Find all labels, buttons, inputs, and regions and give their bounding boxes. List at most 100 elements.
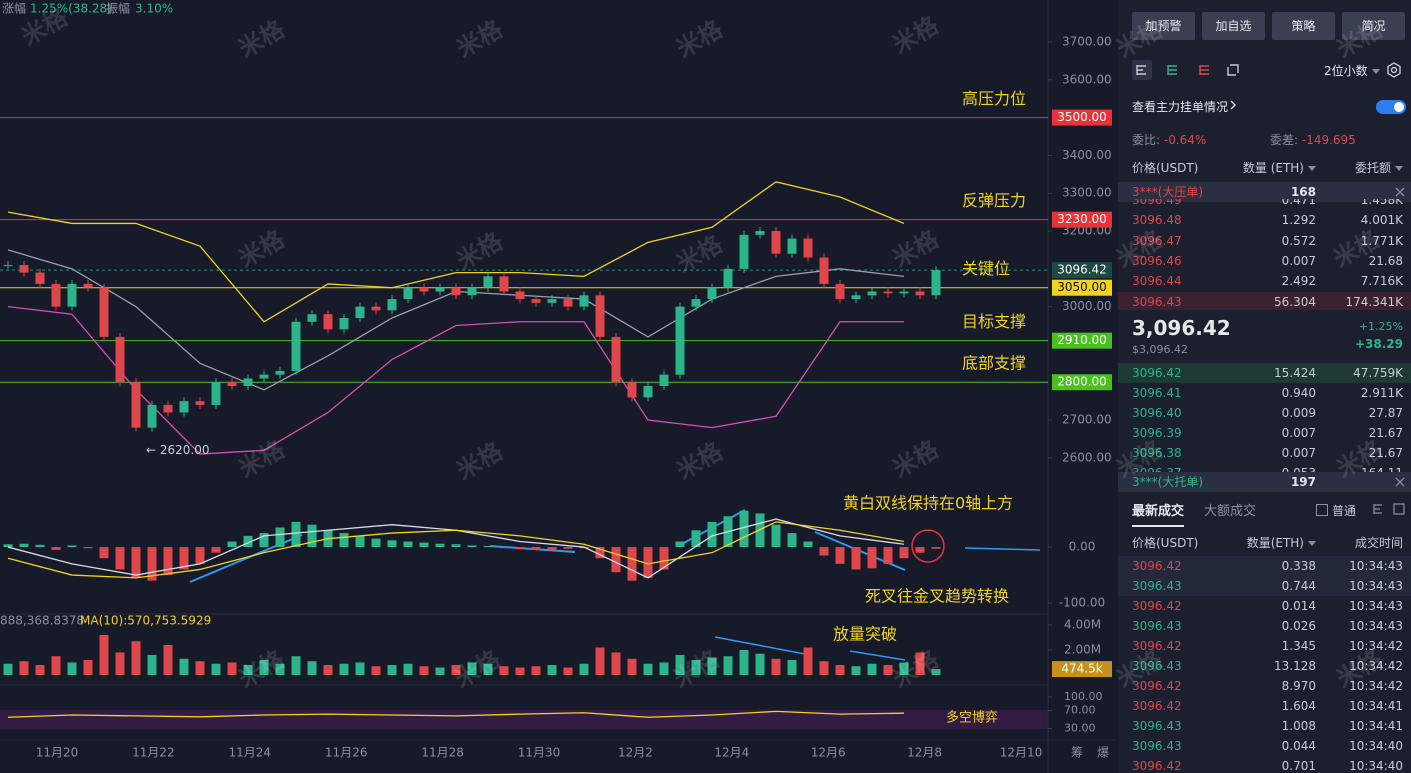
- cell: 0.026: [1281, 619, 1316, 633]
- volume-bar: [371, 666, 381, 675]
- candle: [131, 382, 141, 428]
- x-tick-label: 12月8: [907, 746, 942, 760]
- y-tick-label: -100.00: [1059, 596, 1105, 610]
- button[interactable]: 加自选: [1202, 12, 1265, 40]
- volume-bar: [115, 652, 125, 675]
- header-cell[interactable]: 委托额: [1355, 158, 1403, 178]
- cell: 10:34:40: [1349, 759, 1403, 773]
- candle: [51, 283, 61, 307]
- macd-bar: [675, 541, 685, 548]
- header-cell[interactable]: 数量 (ETH): [1243, 158, 1316, 178]
- cell: 3096.47: [1132, 233, 1182, 248]
- side-label: 筹: [1071, 746, 1083, 760]
- candle: [323, 314, 333, 330]
- main-orders-link[interactable]: 查看主力挂单情况: [1132, 98, 1238, 115]
- header-cell: 成交时间: [1354, 536, 1403, 550]
- big-bid: 3***(大托单) 197: [1118, 472, 1411, 492]
- x-tick-label: 11月20: [36, 746, 79, 760]
- cell: 3096.42: [1132, 759, 1182, 773]
- candle: [819, 257, 829, 284]
- change-abs: +38.29: [1354, 337, 1403, 351]
- cell: 1.008: [1281, 719, 1316, 733]
- volume-bar: [83, 660, 93, 675]
- volume-bar: [547, 665, 557, 675]
- annotation: 多空博弈: [946, 710, 998, 726]
- candle: [35, 272, 45, 284]
- button[interactable]: 加预警: [1132, 12, 1195, 40]
- cell: 4.001K: [1360, 213, 1403, 228]
- macd-bar: [115, 547, 125, 570]
- volume-bar: [499, 666, 509, 675]
- cell: 0.940: [1281, 386, 1316, 400]
- annotation: 死叉往金叉趋势转换: [865, 587, 1009, 606]
- volume-bar: [211, 663, 221, 675]
- y-tick-label: 3300.00: [1062, 186, 1112, 200]
- volume-bar: [931, 669, 941, 675]
- candle: [419, 287, 429, 292]
- chevron: [1230, 100, 1236, 110]
- macd-bar: [739, 510, 749, 548]
- checkbox[interactable]: [1316, 504, 1328, 516]
- cell: 3096.43: [1132, 619, 1182, 633]
- header-cell: 价格(USDT): [1132, 161, 1199, 175]
- volume-bar: [515, 667, 525, 675]
- tab[interactable]: 最新成交: [1132, 500, 1185, 527]
- price-tag-label: 3050.00: [1057, 280, 1107, 294]
- macd-bar: [163, 547, 173, 576]
- cell: 21.67: [1368, 426, 1403, 440]
- button[interactable]: 简况: [1342, 12, 1405, 40]
- macd-bar: [227, 541, 237, 548]
- volume-bar: [707, 657, 717, 675]
- volume-bar: [275, 663, 285, 675]
- cell: 3096.40: [1132, 406, 1182, 420]
- arrow: [849, 650, 906, 661]
- row: 3096.43 0.744 10:34:43: [1118, 576, 1411, 596]
- candle: [691, 299, 701, 307]
- price-tag-label: 3230.00: [1057, 212, 1107, 226]
- row: 3096.43 56.304 174.341K: [1118, 291, 1411, 310]
- cell: 1.458K: [1360, 199, 1403, 207]
- macd-dif: [7, 518, 905, 579]
- volume-bar: [387, 665, 397, 675]
- price-tag-label: 3500.00: [1057, 110, 1107, 124]
- y-tick-label: 0.00: [1069, 540, 1096, 554]
- candle: [403, 287, 413, 300]
- side-label: 爆: [1097, 746, 1109, 760]
- button[interactable]: 策略: [1272, 12, 1335, 40]
- row: 3096.41 0.940 2.911K: [1118, 383, 1411, 403]
- diff: 委差: -149.695: [1270, 131, 1356, 148]
- volume-bar: [835, 665, 845, 675]
- candle: [163, 404, 173, 413]
- decimals-select[interactable]: 2位小数: [1324, 62, 1380, 79]
- volume-bar: [403, 663, 413, 675]
- candle: [451, 287, 461, 296]
- cell: 0.007: [1281, 253, 1316, 268]
- tab[interactable]: 大额成交: [1204, 504, 1257, 519]
- x-tick-label: 12月10: [1000, 746, 1043, 760]
- price-tag: [1052, 279, 1112, 296]
- settings-icon[interactable]: [1386, 62, 1402, 78]
- toggle[interactable]: [1376, 100, 1406, 114]
- price-tag-label: 2910.00: [1057, 333, 1107, 347]
- level-label: 反弹压力: [962, 191, 1026, 210]
- macd-bar: [595, 547, 605, 559]
- candle: [931, 270, 941, 296]
- close-icon[interactable]: [1395, 187, 1405, 197]
- candle: [115, 336, 125, 383]
- candle: [643, 386, 653, 398]
- candle: [211, 382, 221, 405]
- volume-bar: [179, 658, 189, 675]
- macd-bar: [691, 530, 701, 548]
- header-cell: 价格(USDT): [1132, 536, 1199, 550]
- y-tick-label: 2.00M: [1064, 643, 1101, 657]
- view-icons[interactable]: [1132, 60, 1242, 80]
- header-cell[interactable]: 数量(ETH): [1247, 533, 1316, 553]
- filter-icons[interactable]: [1372, 502, 1406, 516]
- volume-bar: [323, 665, 333, 675]
- cell: 0.007: [1281, 446, 1316, 460]
- macd-bar: [787, 533, 797, 548]
- macd-bar: [915, 547, 925, 553]
- cell: 3096.46: [1132, 253, 1182, 268]
- close-icon[interactable]: [1395, 477, 1405, 487]
- volume-bar: [67, 662, 77, 675]
